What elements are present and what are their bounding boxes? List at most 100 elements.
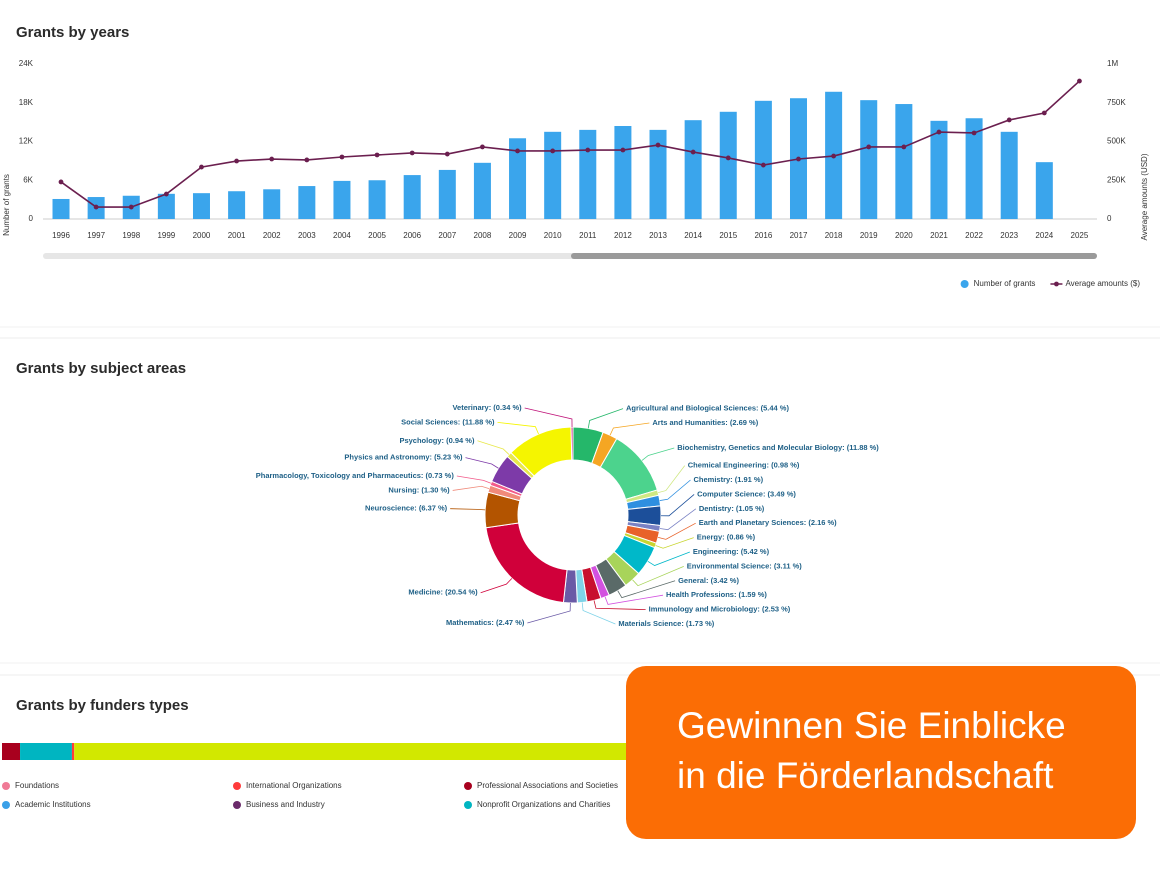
bar[interactable] [684, 120, 702, 219]
bar[interactable] [1035, 162, 1053, 219]
data-label: Earth and Planetary Sciences: (2.16 %) [699, 518, 837, 527]
legend-label[interactable]: Academic Institutions [15, 800, 91, 809]
line-point[interactable] [374, 152, 380, 158]
line-point[interactable] [690, 149, 696, 155]
data-label: General: (3.42 %) [678, 576, 739, 585]
bar[interactable] [544, 131, 562, 219]
leader-line [581, 602, 616, 625]
bar[interactable] [263, 189, 281, 219]
banner-box[interactable] [626, 666, 1136, 839]
line-point[interactable] [199, 164, 204, 170]
line-point[interactable] [831, 153, 837, 159]
bar[interactable] [228, 191, 246, 219]
line-point[interactable] [725, 155, 731, 161]
data-label: Engineering: (5.42 %) [693, 547, 770, 556]
line-point[interactable] [234, 158, 240, 164]
bar[interactable] [930, 120, 948, 219]
line-point[interactable] [480, 144, 485, 150]
line-point[interactable] [936, 129, 942, 135]
bar[interactable] [649, 129, 667, 219]
y2-tick-label: 750K [1107, 98, 1126, 107]
x-tick-label: 2001 [228, 231, 246, 240]
bar[interactable] [157, 193, 175, 219]
bar[interactable] [719, 111, 737, 219]
legend-label[interactable]: International Organizations [246, 781, 342, 790]
bar[interactable] [754, 100, 772, 219]
line-point[interactable] [93, 204, 99, 210]
section-title: Grants by subject areas [16, 360, 186, 377]
data-label: Environmental Science: (3.11 %) [687, 561, 803, 570]
legend-label[interactable]: Business and Industry [246, 800, 325, 809]
x-tick-label: 2008 [474, 231, 492, 240]
line-point[interactable] [58, 179, 64, 185]
bar-segment[interactable] [20, 743, 72, 760]
data-label: Chemical Engineering: (0.98 %) [688, 461, 800, 470]
bar[interactable] [298, 186, 316, 219]
banner[interactable]: Gewinnen Sie Einblicke in die Förderland… [626, 666, 1136, 839]
x-tick-label: 2005 [368, 231, 386, 240]
line-point[interactable] [585, 147, 591, 153]
line-point[interactable] [339, 154, 345, 160]
line [60, 80, 1080, 208]
line-point[interactable] [1077, 78, 1082, 84]
line-point[interactable] [971, 130, 977, 136]
line-point[interactable] [409, 150, 415, 156]
y2-tick-label: 500K [1107, 137, 1126, 146]
line-point[interactable] [655, 142, 661, 148]
bar[interactable] [965, 118, 983, 219]
leader-line [587, 408, 624, 429]
bar[interactable] [368, 180, 386, 219]
y-axis-title: Number of grants [2, 174, 11, 236]
line-point[interactable] [163, 191, 169, 197]
data-label: Agricultural and Biological Sciences: (5… [626, 404, 789, 413]
bar[interactable] [1000, 131, 1018, 219]
bar-segment[interactable] [71, 743, 75, 760]
bar[interactable] [52, 198, 70, 219]
x-tick-label: 2000 [193, 231, 211, 240]
line-point[interactable] [444, 151, 450, 157]
x-tick-label: 2016 [754, 231, 772, 240]
line-point[interactable] [901, 144, 907, 150]
x-tick-label: 2007 [438, 231, 456, 240]
leader-line [617, 580, 676, 599]
line-point[interactable] [620, 147, 626, 153]
line-point[interactable] [1006, 117, 1012, 123]
donut-slice[interactable] [570, 426, 574, 461]
bar[interactable] [473, 162, 491, 219]
x-tick-label: 2010 [544, 231, 562, 240]
x-tick-label: 2014 [684, 231, 702, 240]
bar[interactable] [509, 138, 527, 219]
y2-axis-title: Average amounts (USD) [1140, 153, 1149, 240]
line-point[interactable] [760, 162, 766, 168]
scrollbar-thumb[interactable] [571, 253, 1097, 259]
legend-label[interactable]: Professional Associations and Societies [477, 781, 618, 790]
data-label: Neuroscience: (6.37 %) [365, 504, 448, 513]
y-tick-label: 18K [19, 98, 34, 107]
line-point[interactable] [269, 156, 275, 162]
line-point[interactable] [550, 148, 556, 154]
line-point[interactable] [304, 157, 310, 163]
line-point[interactable] [866, 144, 872, 150]
bar[interactable] [579, 129, 597, 219]
data-label: Computer Science: (3.49 %) [697, 489, 796, 498]
legend-label[interactable]: Number of grants [974, 279, 1036, 288]
data-label: Immunology and Microbiology: (2.53 %) [649, 605, 791, 614]
bar[interactable] [438, 169, 456, 219]
y2-tick-label: 250K [1107, 175, 1126, 184]
x-tick-label: 2020 [895, 231, 913, 240]
bar[interactable] [192, 193, 210, 219]
bar[interactable] [860, 100, 878, 219]
line-point[interactable] [515, 148, 520, 154]
legend-label[interactable]: Nonprofit Organizations and Charities [477, 800, 610, 809]
line-point[interactable] [1041, 110, 1047, 116]
legend-label[interactable]: Average amounts ($) [1065, 279, 1140, 288]
bar[interactable] [403, 175, 421, 219]
line-point[interactable] [796, 156, 801, 162]
bar[interactable] [614, 126, 632, 219]
bar-segment[interactable] [2, 743, 21, 760]
bar[interactable] [333, 180, 351, 219]
legend-label[interactable]: Foundations [15, 781, 59, 790]
x-tick-label: 2013 [649, 231, 667, 240]
line-point[interactable] [128, 204, 134, 210]
bar[interactable] [895, 104, 913, 219]
